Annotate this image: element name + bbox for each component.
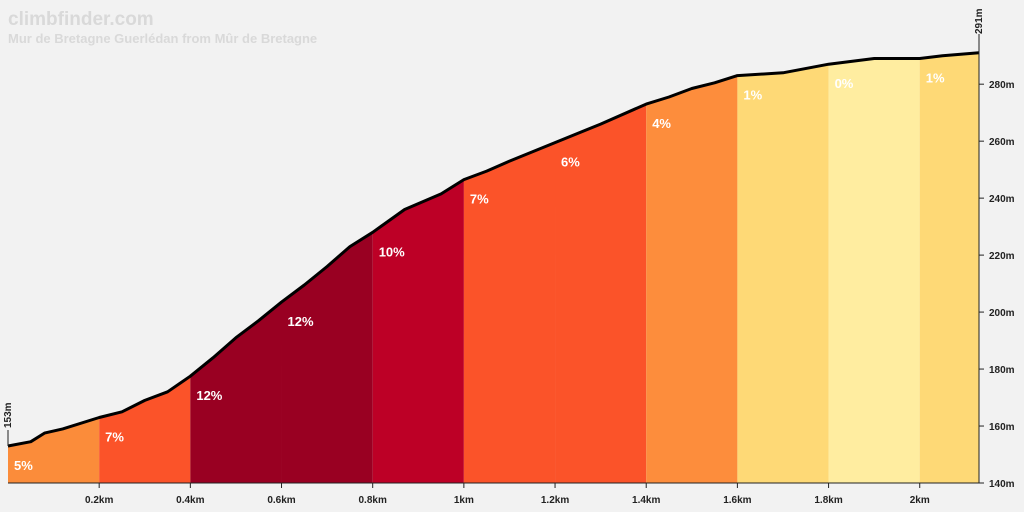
y-tick-label-2: 160m [989, 422, 1015, 433]
x-tick-label-9: 1.8km [814, 495, 842, 506]
gradient-segment-4 [281, 232, 373, 483]
y-tick-label-3: 180m [989, 365, 1015, 376]
x-tick-label-3: 0.6km [267, 495, 295, 506]
grade-label-1: 5% [14, 458, 33, 473]
climb-title: Mur de Bretagne Guerlédan from Mûr de Br… [8, 31, 317, 46]
grade-labels: 5% 7% 12% 12% 10% 7% 6% 4% 1% 0% 1% [14, 71, 945, 473]
x-tick-label-7: 1.4km [632, 495, 660, 506]
y-tick-label-6: 240m [989, 194, 1015, 205]
grade-label-4: 12% [288, 314, 314, 329]
gradient-segment-10 [828, 58, 920, 483]
grade-label-11: 1% [926, 71, 945, 86]
site-watermark: climbfinder.com [8, 9, 154, 30]
gradient-segment-3 [190, 302, 282, 483]
grade-label-2: 7% [105, 429, 124, 444]
x-tick-label-4: 0.8km [359, 495, 387, 506]
profile-line [7, 51, 980, 448]
y-axis-ticks: 140m 160m 180m 200m 220m 240m 260m 280m [979, 80, 1015, 490]
gradient-segment-2 [99, 376, 191, 483]
start-elevation-label: 153m [3, 402, 14, 428]
y-tick-label-5: 220m [989, 251, 1015, 262]
gradient-segment-9 [737, 64, 829, 483]
y-tick-label-4: 200m [989, 308, 1015, 319]
gradient-segment-8 [646, 75, 738, 483]
x-tick-label-2: 0.4km [176, 495, 204, 506]
grade-label-3: 12% [196, 388, 222, 403]
gradient-segment-1 [8, 417, 100, 483]
grade-label-10: 0% [835, 76, 854, 91]
grade-label-8: 4% [652, 116, 671, 131]
grade-label-7: 6% [561, 155, 580, 170]
end-elevation-label: 291m [974, 8, 985, 34]
x-tick-label-6: 1.2km [541, 495, 569, 506]
y-tick-label-1: 140m [989, 479, 1015, 490]
x-tick-label-8: 1.6km [723, 495, 751, 506]
y-tick-label-7: 260m [989, 137, 1015, 148]
gradient-segment-11 [919, 52, 979, 484]
gradient-segment-5 [372, 179, 464, 483]
grade-label-6: 7% [470, 192, 489, 207]
grade-label-9: 1% [743, 88, 762, 103]
gradient-segment-6 [463, 142, 556, 483]
x-axis-ticks: 0.2km 0.4km 0.6km 0.8km 1km 1.2km 1.4km 1.6km 1.… [85, 483, 930, 506]
x-tick-label-1: 0.2km [85, 495, 113, 506]
y-tick-label-8: 280m [989, 80, 1015, 91]
grade-label-5: 10% [379, 244, 405, 259]
x-tick-label-10: 2km [910, 495, 930, 506]
gradient-segments [8, 52, 979, 484]
x-tick-label-5: 1km [454, 495, 474, 506]
gradient-segment-7 [555, 104, 647, 483]
